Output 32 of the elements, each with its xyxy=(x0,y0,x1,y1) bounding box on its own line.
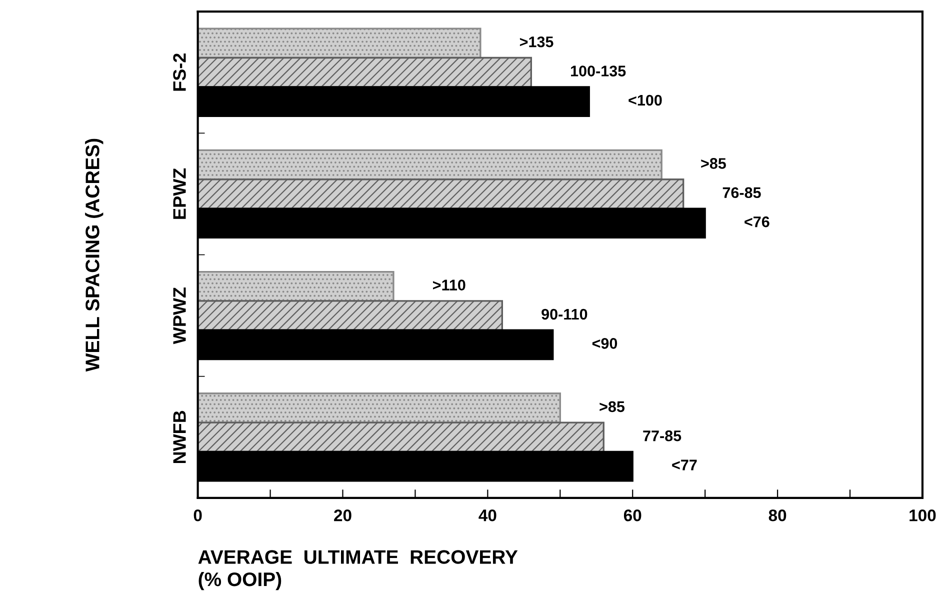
y-tick-label: NWFB xyxy=(173,410,186,464)
data-label: <100 xyxy=(628,94,662,106)
bar xyxy=(198,300,503,331)
y-tick-label: FS-2 xyxy=(173,54,186,91)
data-label: 90-110 xyxy=(542,308,588,320)
bar xyxy=(198,28,482,59)
x-tick-label: 0 xyxy=(194,510,202,522)
x-tick-label: 60 xyxy=(624,510,642,522)
data-label: >110 xyxy=(433,280,466,290)
data-label: <77 xyxy=(672,460,697,470)
data-label: <90 xyxy=(592,338,618,349)
x-tick-label: 100 xyxy=(910,510,936,522)
data-label: >135 xyxy=(520,36,554,48)
x-tick-label: 20 xyxy=(334,510,352,522)
y-axis-title: WELL SPACING (ACRES) xyxy=(85,138,104,372)
bar xyxy=(198,56,532,88)
data-label: 77-85 xyxy=(643,430,682,442)
bar xyxy=(198,270,394,302)
data-label: >85 xyxy=(701,158,726,169)
y-tick-label: WPWZ xyxy=(173,287,186,344)
data-label: 76-85 xyxy=(722,187,761,198)
x-tick-label: 80 xyxy=(768,510,786,522)
x-tick-label: 40 xyxy=(478,510,496,522)
data-label: 100-135 xyxy=(571,66,626,76)
bar xyxy=(198,392,561,424)
x-axis-title: AVERAGE ULTIMATE RECOVERY (% OOIP) xyxy=(198,550,518,590)
data-label: <76 xyxy=(744,216,770,228)
data-label: >85 xyxy=(600,401,625,412)
bar xyxy=(198,149,662,180)
bar xyxy=(198,178,684,210)
bar xyxy=(198,422,604,453)
y-tick-label: EPWZ xyxy=(173,168,186,219)
